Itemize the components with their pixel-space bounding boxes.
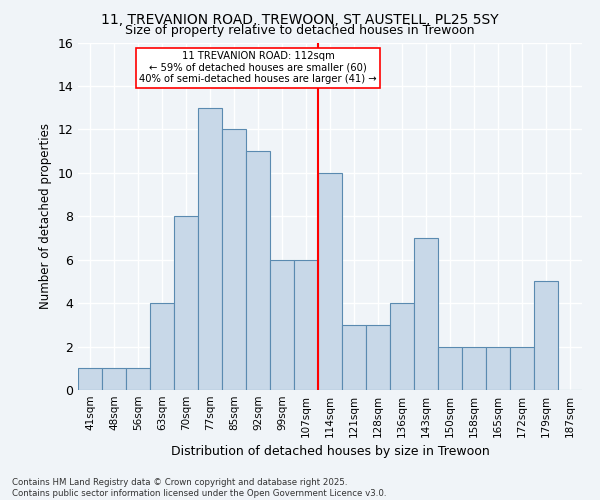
Bar	[534, 282, 558, 390]
Text: Contains HM Land Registry data © Crown copyright and database right 2025.
Contai: Contains HM Land Registry data © Crown c…	[12, 478, 386, 498]
Bar	[174, 216, 198, 390]
Bar	[510, 346, 534, 390]
Bar	[150, 303, 174, 390]
Bar	[222, 130, 246, 390]
Bar	[294, 260, 318, 390]
Bar	[126, 368, 150, 390]
Text: Size of property relative to detached houses in Trewoon: Size of property relative to detached ho…	[125, 24, 475, 37]
Bar	[390, 303, 414, 390]
X-axis label: Distribution of detached houses by size in Trewoon: Distribution of detached houses by size …	[170, 446, 490, 458]
Bar	[486, 346, 510, 390]
Bar	[246, 151, 270, 390]
Y-axis label: Number of detached properties: Number of detached properties	[39, 123, 52, 309]
Bar	[366, 325, 390, 390]
Bar	[342, 325, 366, 390]
Bar	[198, 108, 222, 390]
Bar	[414, 238, 438, 390]
Bar	[102, 368, 126, 390]
Bar	[462, 346, 486, 390]
Text: 11, TREVANION ROAD, TREWOON, ST AUSTELL, PL25 5SY: 11, TREVANION ROAD, TREWOON, ST AUSTELL,…	[101, 12, 499, 26]
Bar	[270, 260, 294, 390]
Text: 11 TREVANION ROAD: 112sqm
← 59% of detached houses are smaller (60)
40% of semi-: 11 TREVANION ROAD: 112sqm ← 59% of detac…	[139, 51, 377, 84]
Bar	[318, 173, 342, 390]
Bar	[78, 368, 102, 390]
Bar	[438, 346, 462, 390]
